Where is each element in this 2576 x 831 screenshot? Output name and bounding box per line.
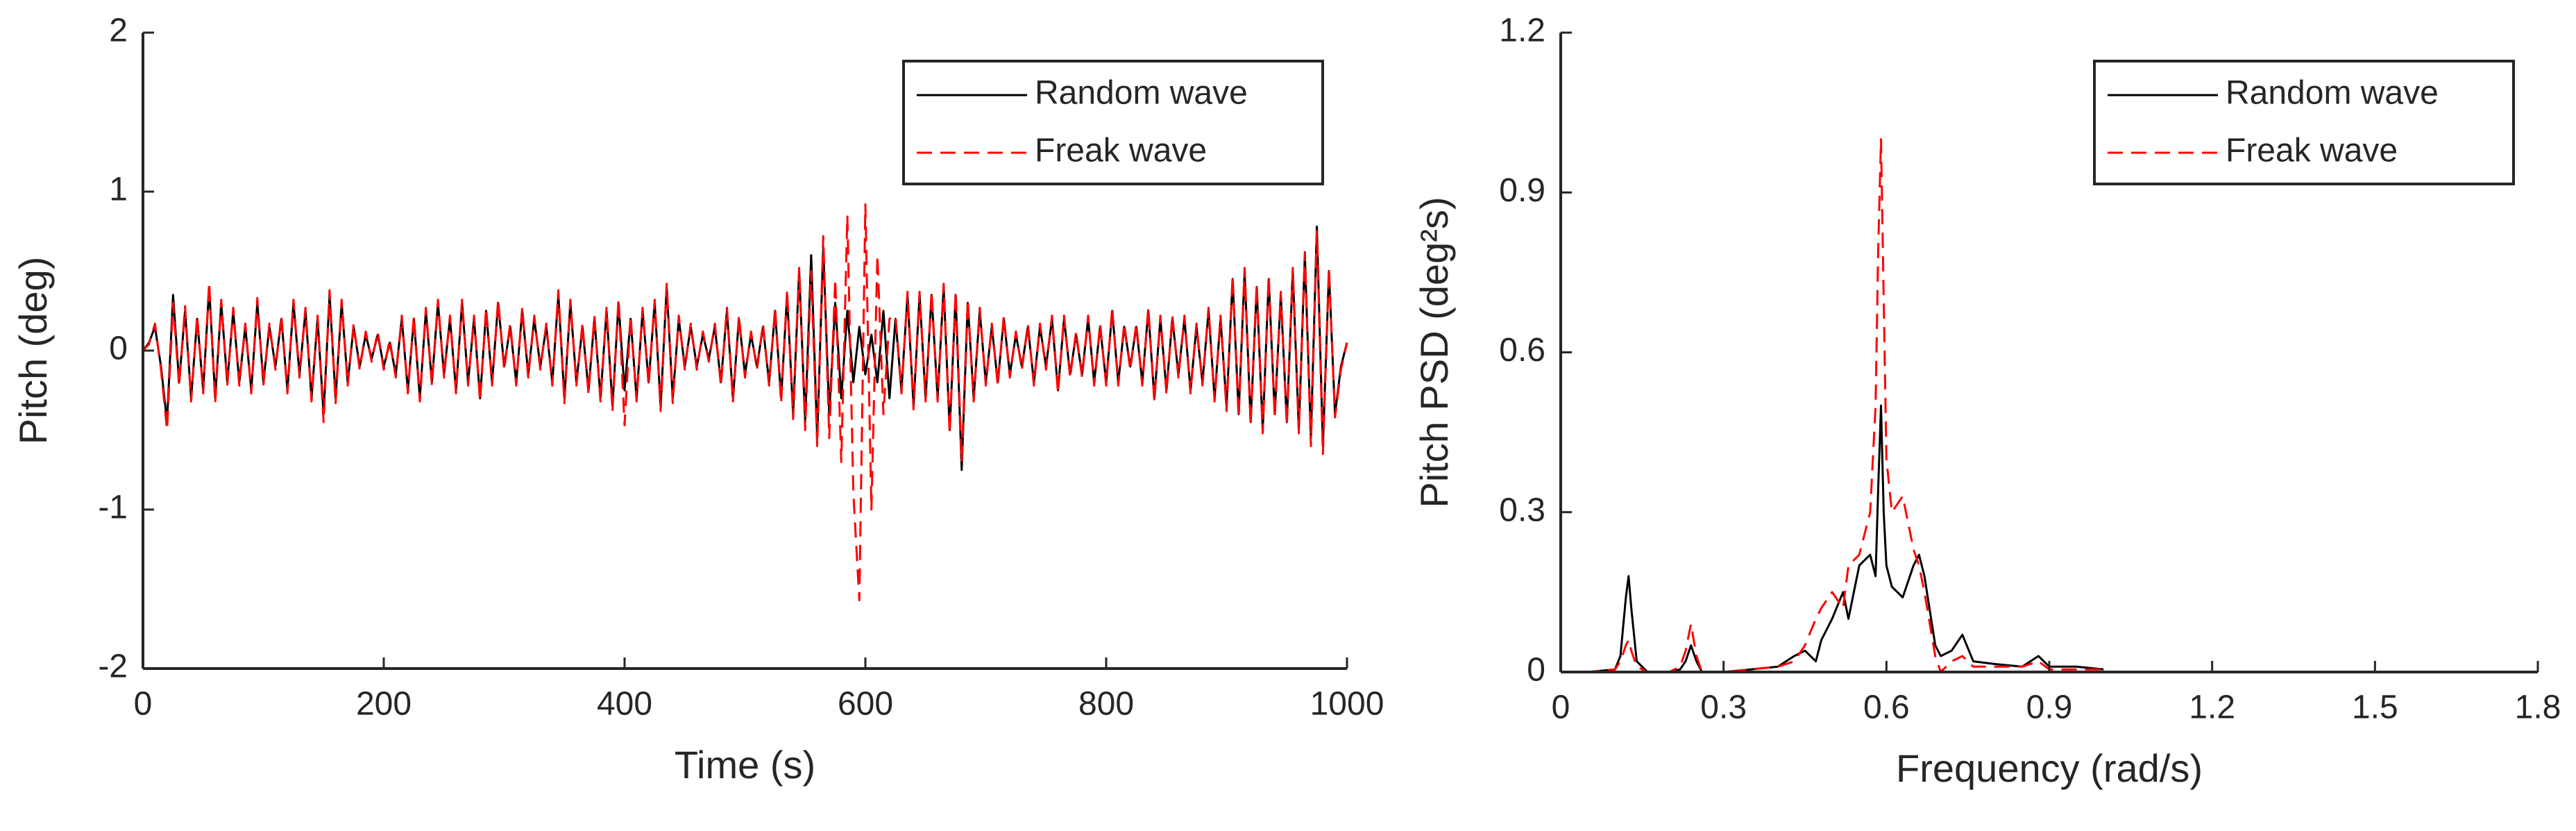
x-tick-label: 800: [1078, 686, 1134, 723]
y-tick-label: -2: [98, 648, 128, 685]
y-tick-label: 0: [1527, 652, 1545, 689]
x-tick-label: 0.9: [2026, 689, 2073, 726]
y-tick-label: -1: [98, 489, 128, 526]
x-tick-label: 1.8: [2515, 689, 2561, 726]
x-axis-label: Frequency (rad/s): [1896, 746, 2203, 790]
legend-label: Random wave: [2226, 75, 2439, 112]
chart: 0 200 400 600 800 1000 -2 -1 0 1 2 Time (s) Pitch (d…: [11, 12, 1384, 787]
y-tick-label: 0.6: [1499, 332, 1545, 369]
y-tick-label: 0.3: [1499, 492, 1545, 528]
y-tick-label: 1.2: [1499, 12, 1545, 49]
y-tick-label: 1: [109, 171, 128, 208]
legend-label: Freak wave: [2226, 133, 2398, 169]
x-tick-label: 0: [134, 686, 153, 723]
x-tick-label: 0.3: [1700, 689, 1747, 726]
y-axis-label: Pitch (deg): [11, 257, 55, 445]
legend-label: Freak wave: [1035, 133, 1207, 169]
x-tick-label: 0: [1552, 689, 1570, 726]
series-line: [1561, 138, 2104, 673]
x-tick-label: 1.2: [2189, 689, 2235, 726]
chart: 0 0.3 0.6 0.9 1.2 1.5 1.8 0 0.3 0.6 0.9 1.2 Frequenc…: [1412, 12, 2561, 790]
series-line: [142, 203, 1348, 601]
x-tick-label: 600: [838, 686, 893, 723]
x-tick-label: 400: [597, 686, 652, 723]
legend-label: Random wave: [1035, 75, 1248, 112]
y-tick-label: 0.9: [1499, 172, 1545, 209]
x-tick-label: 1000: [1310, 686, 1384, 723]
legend-box: [902, 60, 1324, 185]
legend: Random wave Freak wave: [2093, 60, 2515, 185]
series-line: [1561, 404, 2104, 673]
legend: Random wave Freak wave: [902, 60, 1324, 185]
series-line: [142, 225, 1348, 471]
y-tick-label: 2: [109, 12, 128, 49]
x-axis-label: Time (s): [675, 743, 815, 787]
y-axis-label: Pitch PSD (deg²s): [1412, 196, 1456, 507]
x-tick-label: 1.5: [2352, 689, 2398, 726]
y-tick-label: 0: [109, 330, 128, 367]
x-tick-label: 0.6: [1863, 689, 1910, 726]
x-tick-label: 200: [356, 686, 412, 723]
legend-box: [2093, 60, 2515, 185]
